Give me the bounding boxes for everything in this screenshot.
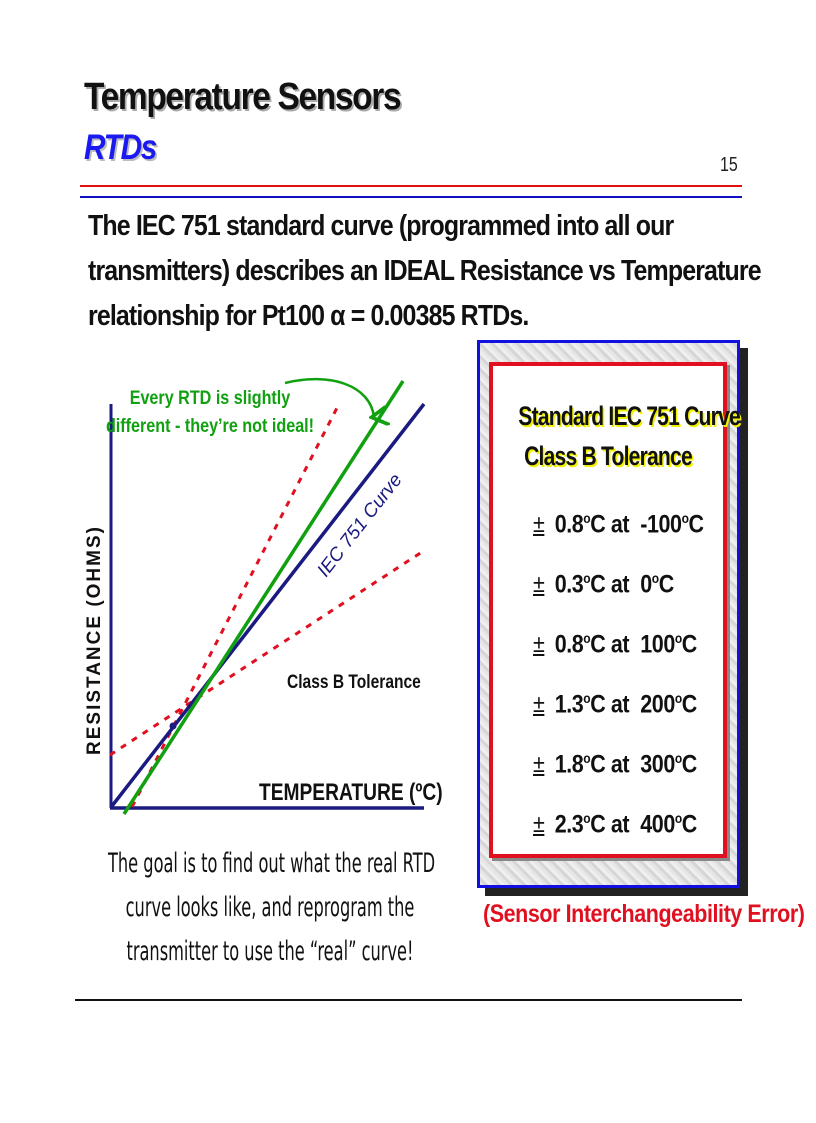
plus-minus-icon: ± [533,810,545,839]
tolerance-upper-line [130,403,341,808]
unit: C [590,750,606,779]
unit: C [681,810,698,839]
degree-mark: o [583,630,591,646]
page-title: Temperature Sensors [84,76,402,118]
panel-title-line2: Class B Tolerance [524,441,693,471]
iec-751-curve-line [110,402,426,808]
unit: C [590,570,606,599]
temperature-value: 300 [640,750,675,779]
degree-mark: o [583,570,591,586]
intro-line: relationship for Pt100 α = 0.00385 RTDs. [88,300,529,332]
unit: C [590,630,606,659]
unit: C [590,810,606,839]
tolerance-value: 1.8 [554,750,584,779]
real-rtd-line [122,380,405,815]
tolerance-card: Standard IEC 751 Curve Class B Tolerance… [489,362,741,858]
temperature-value: 100 [640,630,675,659]
annotation-line1: Every RTD is slightly [130,387,291,409]
intro-line: transmitters) describes an IDEAL Resista… [88,255,762,287]
temperature-value: 200 [640,690,675,719]
degree-mark: o [583,510,591,526]
goal-line: transmitter to use the “real” curve! [126,936,414,967]
unit: C [590,510,606,539]
page-number: 15 [720,154,738,176]
degree-mark: o [651,570,659,586]
tolerance-label: Class B Tolerance [287,671,421,693]
at-word: at [610,630,630,659]
degree-mark: o [674,690,682,706]
plus-minus-icon: ± [533,750,545,779]
tolerance-value: 0.3 [554,570,584,599]
page-subtitle: RTDs [84,128,157,167]
degree-mark: o [583,750,591,766]
unit: C [658,570,675,599]
at-word: at [610,690,630,719]
goal-text: The goal is to find out what the real RT… [108,842,436,974]
divider-bottom [75,999,742,1001]
annotation-arrow-icon [284,378,374,417]
unit: C [681,690,698,719]
tolerance-row: ±2.3oC at 400oC [533,810,697,839]
x-axis-label: TEMPERATURE (ºC) [259,778,443,806]
degree-mark: o [674,630,682,646]
unit: C [681,750,698,779]
tolerance-value: 2.3 [554,810,584,839]
plus-minus-icon: ± [533,690,545,719]
tolerance-row: ±0.8oC at 100oC [533,630,697,659]
tolerance-value: 0.8 [554,630,584,659]
divider-blue [80,196,742,198]
temperature-value: 400 [640,810,675,839]
degree-mark: o [583,810,591,826]
at-word: at [610,810,630,839]
y-axis-label: RESISTANCE (OHMS) [84,525,105,755]
goal-line: The goal is to find out what the real RT… [108,848,436,879]
tolerance-value: 1.3 [554,690,584,719]
tolerance-row: ±1.3oC at 200oC [533,690,697,719]
goal-line: curve looks like, and reprogram the [125,892,415,923]
degree-mark: o [674,750,682,766]
annotation-line2: different - they’re not ideal! [106,415,314,437]
tolerance-value: 0.8 [554,510,584,539]
at-word: at [610,750,630,779]
at-word: at [610,570,630,599]
intro-text: The IEC 751 standard curve (programmed i… [88,204,762,339]
unit: C [590,690,606,719]
temperature-value: 0 [640,570,652,599]
intersection-dot [169,722,177,730]
plus-minus-icon: ± [533,630,545,659]
unit: C [688,510,705,539]
tolerance-row: ±0.8oC at -100oC [533,510,704,539]
intro-line: The IEC 751 standard curve (programmed i… [88,210,674,242]
tolerance-row: ±1.8oC at 300oC [533,750,697,779]
degree-mark: o [674,810,682,826]
tolerance-row: ±0.3oC at 0oC [533,570,674,599]
degree-mark: o [681,510,689,526]
plus-minus-icon: ± [533,510,545,539]
at-word: at [610,510,630,539]
plus-minus-icon: ± [533,570,545,599]
degree-mark: o [583,690,591,706]
unit: C [681,630,698,659]
error-note: (Sensor Interchangeability Error) [483,900,805,928]
tolerance-lower-line [109,548,426,757]
temperature-value: -100 [640,510,682,539]
panel-title-line1: Standard IEC 751 Curve [518,401,740,431]
divider-red [80,185,742,187]
